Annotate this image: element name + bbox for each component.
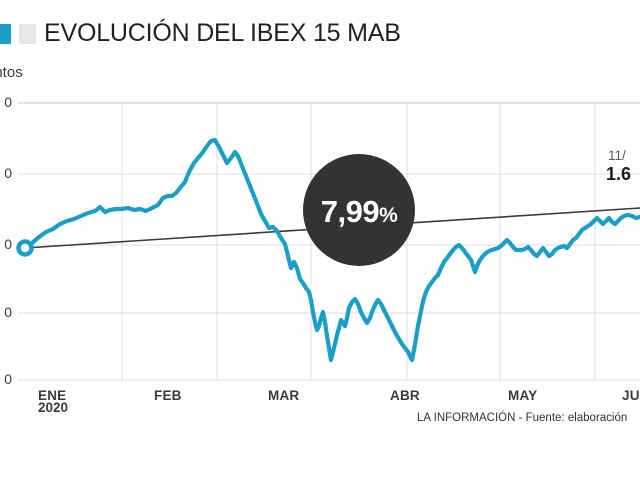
highlight-badge: 7,99% (303, 154, 415, 266)
x-axis-tick-label: JU (622, 388, 640, 403)
series-start-marker-icon (16, 239, 34, 257)
legend-swatch-teal-icon (0, 24, 11, 44)
chart-header: EVOLUCIÓN DEL IBEX 15 MAB untos (0, 0, 640, 81)
y-axis-tick-label: 0 (4, 304, 12, 320)
page-title: EVOLUCIÓN DEL IBEX 15 MAB (44, 19, 401, 47)
source-credit: LA INFORMACIÓN - Fuente: elaboración (417, 412, 628, 424)
x-axis-tick-label: ABR (390, 388, 420, 403)
y-axis-tick-label: 0 (4, 371, 12, 387)
axis-unit-label: untos (0, 64, 23, 81)
x-axis-tick-label: MAR (268, 388, 300, 403)
legend-swatch-gray-icon (19, 24, 36, 44)
end-label-date: 11/ (608, 148, 626, 163)
y-axis-tick-label: 0 (4, 165, 12, 181)
data-line-ibex15mab (22, 137, 640, 363)
x-axis-tick-label: FEB (154, 388, 182, 403)
legend-swatches (0, 24, 36, 44)
badge-percent-symbol: % (379, 203, 398, 227)
x-axis-tick-label: MAY (508, 388, 538, 403)
y-axis-tick-label: 0 (4, 236, 12, 252)
badge-value: 7,99% (321, 196, 398, 227)
end-label-value: 1.6 (606, 164, 632, 184)
y-axis-tick-label: 0 (4, 94, 12, 110)
badge-number: 7,99 (320, 193, 380, 229)
x-axis-year-label: 2020 (38, 400, 69, 415)
x-axis-tick-label: ENE (38, 388, 67, 403)
vertical-gridlines (121, 103, 596, 380)
